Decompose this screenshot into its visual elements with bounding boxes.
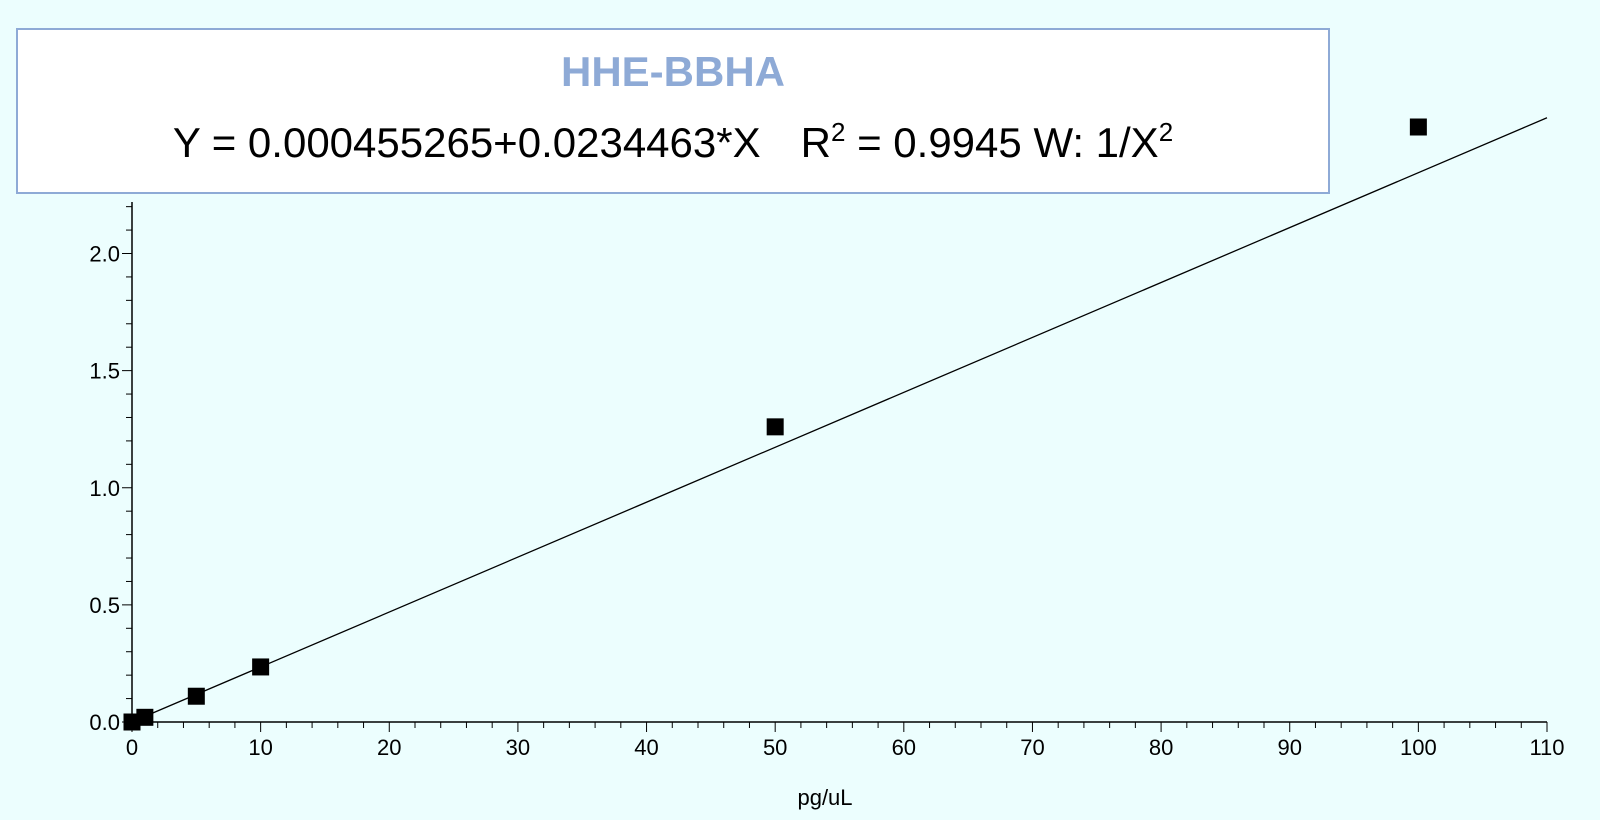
data-point [766,418,784,436]
equation-line: Y = 0.000455265+0.0234463*X R2 = 0.9945 W… [18,104,1328,171]
regression-equation: Y = 0.000455265+0.0234463*X [172,119,761,166]
y-tick-label: 1.5 [89,359,120,384]
y-tick-label: 2.0 [89,242,120,267]
x-tick-label: 110 [1529,735,1564,760]
r-squared-value: = 0.9945 [857,119,1022,166]
y-tick-label: 0.0 [89,710,120,735]
equation-box: HHE-BBHA Y = 0.000455265+0.0234463*X R2 =… [16,28,1330,194]
x-tick-label: 70 [1020,735,1044,760]
x-axis-title: pg/uL [797,785,852,810]
points-layer [123,118,1427,731]
data-point [1409,118,1427,136]
x-tick-label: 80 [1149,735,1173,760]
data-point [187,687,205,705]
data-point [123,713,141,731]
regression-line [131,117,1548,723]
y-tick-label: 0.5 [89,593,120,618]
y-tick-label: 1.0 [89,476,120,501]
x-tick-label: 60 [892,735,916,760]
weighting-label: W: 1/X [1033,119,1159,166]
weighting-exponent: 2 [1158,117,1174,147]
x-tick-label: 100 [1400,735,1437,760]
x-tick-label: 90 [1277,735,1301,760]
data-point [136,708,154,726]
fit-layer [131,117,1548,723]
x-tick-label: 10 [248,735,272,760]
x-tick-label: 30 [506,735,530,760]
x-tick-label: 40 [634,735,658,760]
axes: 0 10 20 30 40 50 60 70 80 90 100 110 0.0 0.5 1.0 1.5 2.0 [89,202,1565,760]
x-tick-label: 20 [377,735,401,760]
r-squared-label: R [800,119,831,166]
x-tick-label: 50 [763,735,787,760]
x-tick-label: 0 [126,735,138,760]
data-point [252,658,270,676]
r-squared-exponent: 2 [830,117,846,147]
chart-title: HHE-BBHA [561,48,785,95]
